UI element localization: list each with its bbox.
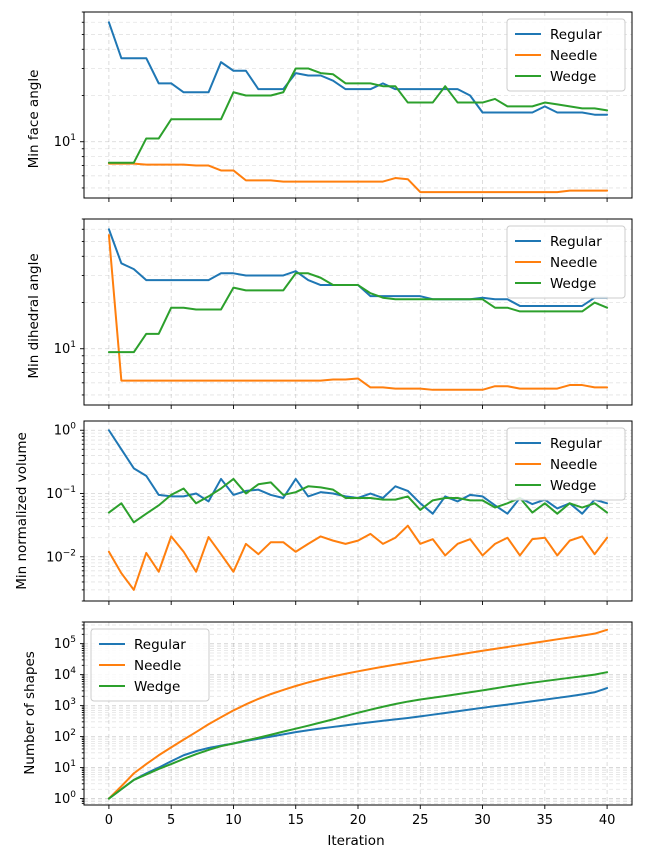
legend-label-wedge: Wedge (550, 478, 596, 494)
x-tick-label: 15 (287, 813, 304, 828)
y-tick-label: 100 (54, 422, 77, 439)
y-tick-label: 10−1 (46, 485, 76, 502)
series-line-wedge (107, 67, 609, 164)
y-tick-label: 101 (54, 759, 76, 776)
x-tick-label: 5 (167, 813, 175, 828)
y-tick-label: 101 (54, 133, 76, 150)
legend: Regular Needle Wedge (506, 225, 626, 299)
series-line-wedge (107, 671, 609, 800)
series-line-needle (107, 524, 609, 591)
panel-2-ylabel: Min dihedral angle (26, 253, 42, 378)
series-line-wedge (107, 272, 609, 354)
x-tick-label: 30 (474, 813, 491, 828)
panel-4-ylabel: Number of shapes (22, 651, 38, 775)
series-line-regular (107, 21, 609, 116)
panel-1-ylabel: Min face angle (26, 70, 42, 169)
legend-label-needle: Needle (550, 255, 597, 271)
x-tick-label: 25 (412, 813, 429, 828)
legend-label-regular: Regular (550, 436, 602, 452)
x-tick-label: 10 (225, 813, 242, 828)
y-tick-label: 105 (54, 635, 76, 652)
series-line-needle (107, 628, 609, 800)
legend-label-needle: Needle (134, 658, 181, 674)
y-tick-label: 100 (54, 790, 77, 807)
panel-4-series (107, 628, 609, 800)
legend-label-needle: Needle (550, 457, 597, 473)
panel-3: 10−2 10−1 100 Regular Needle Wedge (46, 420, 633, 605)
x-tick-label: 40 (599, 813, 616, 828)
panel-4-frame (83, 621, 633, 806)
y-tick-label: 104 (54, 666, 77, 683)
panel-2: 101 Regular Needle Wedge (54, 218, 633, 409)
series-line-regular (107, 687, 609, 800)
legend: Regular Needle Wedge (506, 18, 626, 92)
y-tick-label: 103 (54, 697, 76, 714)
panel-2-frame (83, 218, 633, 406)
legend-label-wedge: Wedge (550, 276, 596, 292)
legend: Regular Needle Wedge (90, 628, 210, 702)
legend-box (506, 18, 626, 92)
legend-label-wedge: Wedge (134, 679, 180, 695)
legend-label-regular: Regular (134, 637, 186, 653)
series-line-wedge (107, 477, 609, 524)
panel-3-ylabel: Min normalized volume (14, 432, 30, 590)
x-tick-label: 0 (105, 813, 113, 828)
panel-2-series (107, 228, 609, 391)
x-tick-label: 20 (350, 813, 367, 828)
panel-1-frame (83, 11, 633, 199)
panel-1-series (107, 21, 609, 194)
legend-label-wedge: Wedge (550, 69, 596, 85)
panel-3-frame (83, 420, 633, 602)
panel-4: 100 101 102 103 104 105 0 5 10 15 20 25 30 35 40 Regula… (54, 621, 633, 828)
legend-label-regular: Regular (550, 234, 602, 250)
y-tick-label: 10−2 (46, 548, 76, 565)
legend-box (90, 628, 210, 702)
axis-label-group: Min face angle Min dihedral angle Min no… (14, 70, 385, 849)
legend-label-regular: Regular (550, 27, 602, 43)
panel-1: 101 Regular Needle Wedge (54, 11, 633, 202)
x-axis-label: Iteration (327, 833, 384, 849)
legend-box (506, 225, 626, 299)
x-tick-label: 35 (537, 813, 554, 828)
legend-label-needle: Needle (550, 48, 597, 64)
legend-box (506, 427, 626, 501)
y-tick-label: 102 (54, 728, 76, 745)
legend: Regular Needle Wedge (506, 427, 626, 501)
series-line-needle (107, 162, 609, 194)
y-tick-label: 101 (54, 340, 76, 357)
series-line-needle (107, 234, 609, 391)
